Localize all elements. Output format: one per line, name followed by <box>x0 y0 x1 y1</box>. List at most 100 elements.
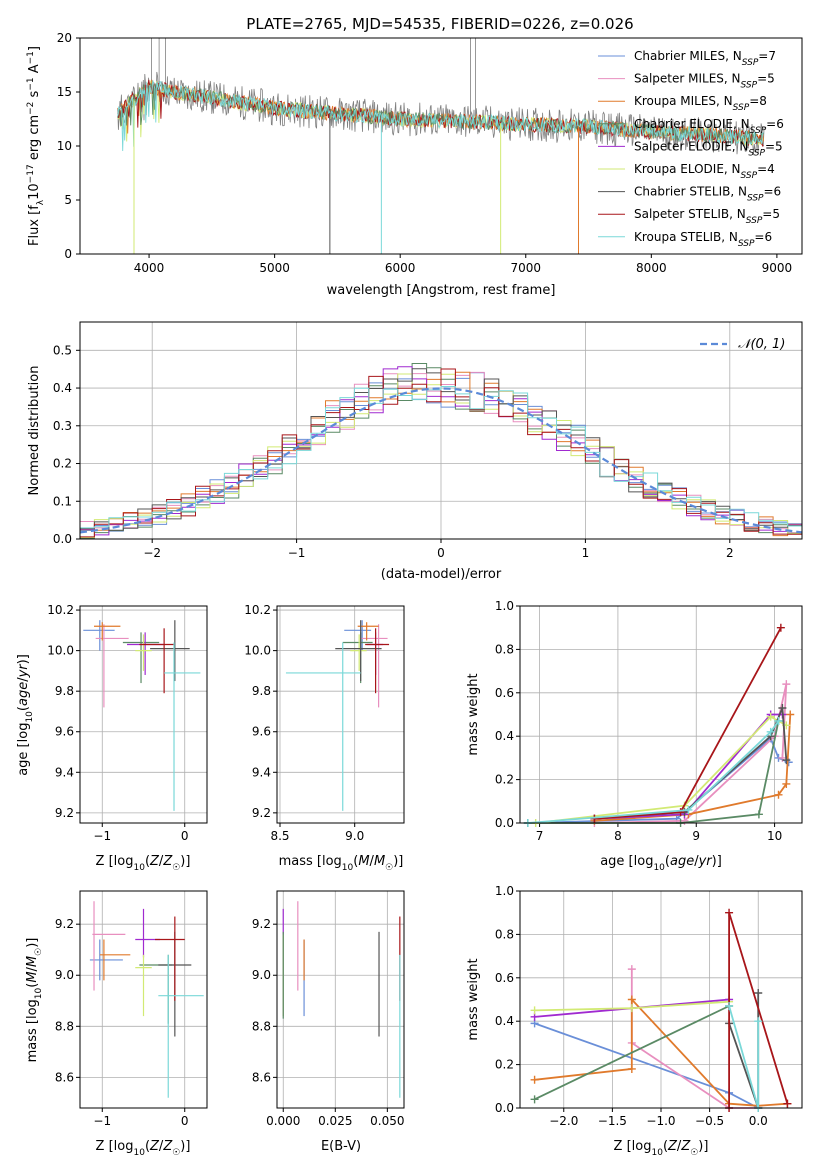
legend-label: 𝒩(0, 1) <box>738 337 785 352</box>
y-tick-label: 0.4 <box>53 381 72 395</box>
y-tick-label: 10.0 <box>244 644 271 658</box>
normal-reference-curve <box>80 387 802 534</box>
spectrum-lines <box>117 38 765 254</box>
y-tick-label: 9.6 <box>252 725 271 739</box>
weight-marker <box>782 680 791 689</box>
x-tick-label: 7 <box>536 829 544 843</box>
x-tick-label: −1 <box>288 546 306 560</box>
error-bars <box>285 620 390 811</box>
y-tick-label: 8.6 <box>252 1070 271 1084</box>
y-tick-label: 5 <box>64 193 72 207</box>
y-axis-label: age [log10(age/yr)] <box>16 654 35 776</box>
legend-label: Chabrier MILES, NSSP=7 <box>634 49 776 68</box>
model-spectrum <box>117 80 764 152</box>
x-tick-label: 6000 <box>385 261 416 275</box>
age-vs-metallicity-panel: −1 0 9.2 9.4 9.6 9.8 10.0 10.2 Z [log10(Z/Z☉)] ag… <box>16 603 208 873</box>
y-tick-label: 0.3 <box>53 419 72 433</box>
y-axis-label: mass weight <box>466 958 481 1040</box>
legend-label: Chabrier ELODIE, NSSP=6 <box>634 117 784 136</box>
histogram-step <box>80 368 802 538</box>
model-spectrum <box>117 82 764 146</box>
mass-weight-vs-age-panel: 7 8 9 10 0.0 0.2 0.4 0.6 0.8 1.0 mass weight age [l… <box>466 599 803 873</box>
weight-marker <box>754 1017 763 1026</box>
weight-marker <box>627 1064 636 1073</box>
weight-marker <box>530 1075 539 1084</box>
weight-marker <box>684 805 693 814</box>
x-tick-label: −0.5 <box>695 1114 724 1128</box>
x-tick-label: 9 <box>692 829 700 843</box>
weight-line <box>527 720 780 824</box>
spectrum-panel: 4000 5000 6000 7000 8000 9000 0 5 10 15 20 waveleng… <box>26 31 803 298</box>
error-bars <box>282 901 401 1098</box>
weight-marker <box>776 623 785 632</box>
y-axis-label: Normed distribution <box>27 366 42 496</box>
weight-line <box>594 627 782 820</box>
x-tick-label: −1.5 <box>598 1114 627 1128</box>
axes-frame <box>79 605 208 824</box>
y-tick-label: 1.0 <box>495 599 514 613</box>
y-tick-label: 9.2 <box>55 806 74 820</box>
x-axis-label: Z [log10(Z/Z☉)] <box>614 1139 709 1158</box>
y-tick-label: 0.0 <box>53 532 72 546</box>
y-tick-label: 9.2 <box>252 806 271 820</box>
axes-frame <box>79 321 803 540</box>
y-tick-label: 0.8 <box>495 642 514 656</box>
y-tick-label: 9.8 <box>252 684 271 698</box>
weight-line <box>535 715 787 824</box>
legend-label: Salpeter STELIB, NSSP=5 <box>634 207 780 226</box>
x-axis-label: E(B-V) <box>321 1139 361 1154</box>
y-tick-label: 15 <box>57 85 72 99</box>
weight-marker <box>725 908 734 917</box>
weight-line <box>534 997 788 1107</box>
x-tick-label: 10 <box>767 829 782 843</box>
y-tick-label: 0.1 <box>53 494 72 508</box>
age-vs-mass-panel: 8.5 9.0 9.2 9.4 9.6 9.8 10.0 10.2 mass [log10(M/… <box>244 603 405 873</box>
mass-weight-vs-metallicity-panel: −2.0 −1.5 −1.0 −0.5 0.0 0.0 0.2 0.4 0.6 0.8 1.0 mas… <box>466 884 803 1158</box>
weight-line <box>594 707 788 820</box>
weight-marker <box>774 790 783 799</box>
axes-frame <box>276 890 405 1109</box>
y-tick-label: 0.8 <box>495 927 514 941</box>
legend-label: Kroupa MILES, NSSP=8 <box>634 94 767 113</box>
y-tick-label: 9.2 <box>252 917 271 931</box>
weight-marker <box>766 712 775 721</box>
weight-marker <box>783 1099 792 1108</box>
y-tick-label: 10.2 <box>47 603 74 617</box>
axes-frame <box>79 890 208 1109</box>
y-tick-label: 9.6 <box>55 725 74 739</box>
x-tick-label: −1.0 <box>646 1114 675 1128</box>
weight-marker <box>786 710 795 719</box>
x-tick-label: 1 <box>582 546 590 560</box>
y-tick-label: 8.8 <box>252 1019 271 1033</box>
axes-frame <box>519 605 803 824</box>
x-tick-label: 0.050 <box>370 1114 404 1128</box>
histograms <box>80 363 802 539</box>
x-tick-label: 9000 <box>762 261 793 275</box>
weight-lines <box>523 623 795 827</box>
x-tick-label: −2 <box>143 546 161 560</box>
weight-marker <box>627 995 636 1004</box>
weight-marker <box>530 1095 539 1104</box>
legend-label: Kroupa STELIB, NSSP=6 <box>634 230 772 249</box>
weight-line <box>534 1022 759 1109</box>
x-tick-label: 5000 <box>259 261 290 275</box>
axes-frame <box>519 890 803 1109</box>
x-tick-label: −1 <box>93 829 111 843</box>
x-tick-label: 8000 <box>636 261 667 275</box>
weight-marker <box>627 965 636 974</box>
y-tick-label: 9.0 <box>55 968 74 982</box>
weight-marker <box>676 808 685 817</box>
x-tick-label: −1 <box>93 1114 111 1128</box>
y-tick-label: 0.6 <box>495 686 514 700</box>
y-tick-label: 0.2 <box>495 1058 514 1072</box>
x-axis-label: Z [log10(Z/Z☉)] <box>96 1139 191 1158</box>
x-axis-label: age [log10(age/yr)] <box>600 854 722 873</box>
y-tick-label: 0.2 <box>53 457 72 471</box>
x-tick-label: 9.0 <box>345 829 364 843</box>
x-tick-label: 2 <box>726 546 734 560</box>
residuals-panel: −2 −1 0 1 2 0.0 0.1 0.2 0.3 0.4 0.5 𝒩(0, 1) (data-mo… <box>27 321 803 582</box>
y-tick-label: 1.0 <box>495 884 514 898</box>
y-tick-label: 8.8 <box>55 1019 74 1033</box>
y-tick-label: 10 <box>57 139 72 153</box>
